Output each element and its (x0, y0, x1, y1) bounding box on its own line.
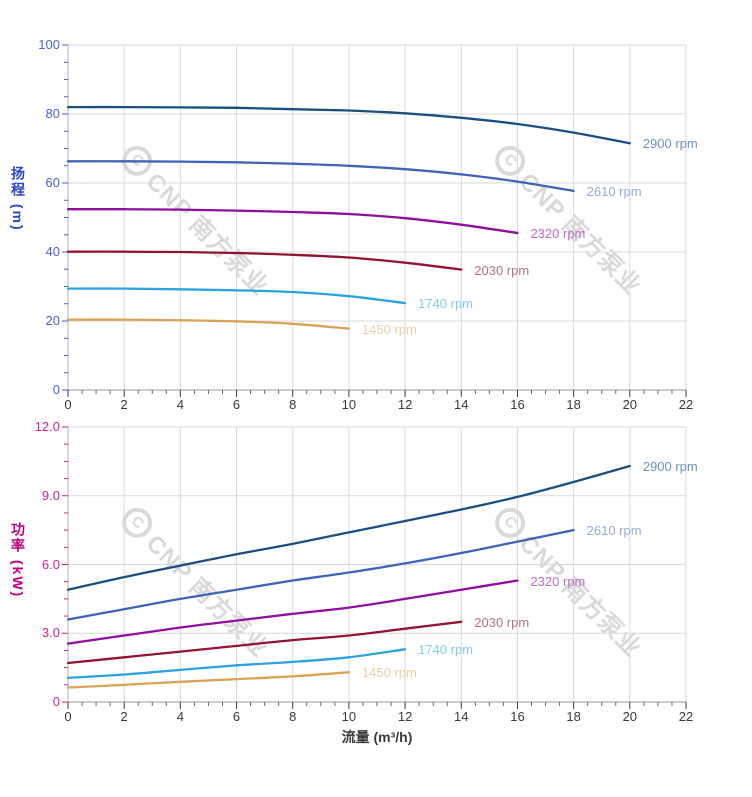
series-curve-2610-rpm (66, 528, 575, 621)
x-axis-title-flow: 流量 (m³/h) (341, 729, 413, 745)
series-curve-2900-rpm (66, 105, 631, 145)
series-curve-1740-rpm (66, 648, 407, 680)
series-curve-2030-rpm (66, 250, 463, 271)
series-curve-2900-rpm (66, 464, 631, 591)
series-curve-1450-rpm (66, 318, 351, 330)
series-curve-2030-rpm (66, 620, 463, 665)
series-curve-2320-rpm (66, 208, 519, 235)
series-curve-1740-rpm (66, 287, 407, 305)
series-curve-2320-rpm (66, 579, 519, 645)
series-curve-2610-rpm (66, 160, 575, 193)
series-curve-1450-rpm (66, 671, 351, 689)
y-axis-title-power: 功率 (kW) (10, 522, 26, 599)
y-axis-title-head: 扬程 (m) (10, 166, 26, 232)
